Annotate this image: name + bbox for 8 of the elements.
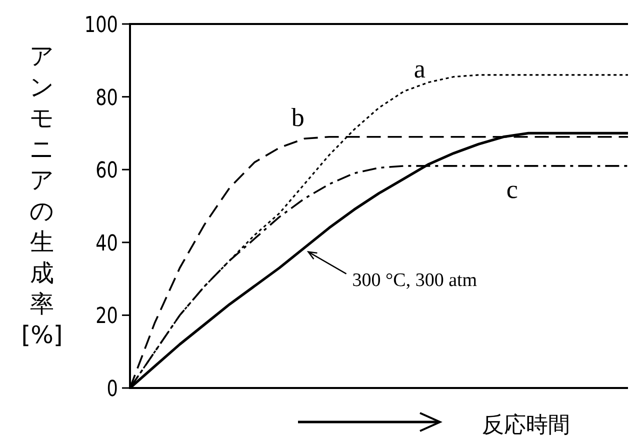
y-tick-label: 0 (106, 376, 118, 402)
y-tick-label: 80 (96, 84, 118, 110)
y-tick-label: 40 (96, 230, 118, 256)
x-axis-title: 反応時間 (482, 413, 570, 438)
text: アンモニアの生成率[%] (21, 42, 63, 349)
y-tick-label: 100 (84, 12, 118, 38)
y-tick-label: 60 (96, 158, 118, 184)
y-tick-label: 20 (96, 303, 118, 329)
